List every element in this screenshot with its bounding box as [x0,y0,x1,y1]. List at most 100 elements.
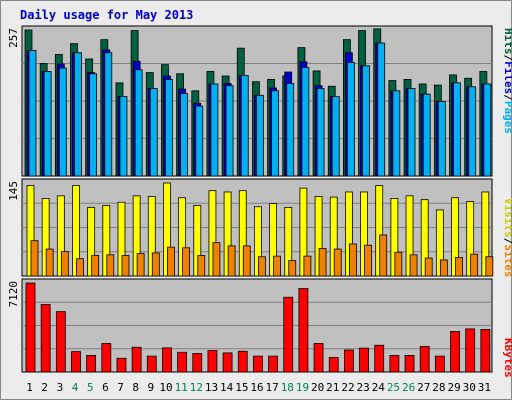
visits-bar [258,256,266,277]
pages-bar [74,52,82,177]
day-label: 7 [117,381,124,394]
visits-bar [394,251,403,277]
pages-bar [240,75,249,177]
pages-bar [422,93,431,177]
sites-bar [360,191,368,277]
sites-bar [284,206,293,277]
visits-bar [60,251,69,277]
sites-bar [72,185,80,277]
kbytes-bar [192,353,203,373]
kbytes-bar [389,354,400,373]
pages-bar [256,94,264,177]
day-label: 20 [311,381,324,394]
visits-bar [76,258,84,277]
kbytes-bar [101,343,112,373]
sites-bar [87,206,96,277]
visits-bar [379,234,388,277]
visits-bar [348,243,357,277]
sites-bar [314,196,323,277]
day-label: 16 [250,381,263,394]
day-label: 24 [372,381,386,394]
kbytes-bar [25,282,36,373]
visits-bar [242,245,251,277]
sites-bar [208,190,217,277]
kbytes-bar [283,296,294,373]
visits-bar [439,259,448,277]
day-label: 18 [281,381,294,394]
pages-bar [225,85,234,177]
visits-bar [227,245,236,277]
visits-bar [136,253,145,277]
sites-bar [299,187,308,277]
kbytes-bar [328,357,339,373]
pages-bar [407,88,416,177]
visits-bar [151,252,160,277]
visits-bar [333,248,342,277]
visits-bar [288,260,297,277]
sites-bar [466,201,475,277]
day-label: 31 [478,381,491,394]
day-label: 8 [132,381,139,394]
kbytes-bar [480,329,491,373]
visits-bar [273,255,281,277]
kbytes-bar [55,311,66,373]
visits-bar [91,255,100,277]
pages-bar [165,79,173,177]
kbytes-bar [298,288,309,373]
sites-bar [420,199,429,277]
sites-bar [132,195,141,277]
sites-bar [254,206,262,277]
visits-panel-legend: Visits/Sites [502,198,512,278]
day-label: 22 [341,381,354,394]
sites-bar [117,201,126,277]
kbytes-bar [434,355,445,373]
day-label: 11 [175,381,188,394]
visits-bar [197,255,206,277]
day-label: 25 [387,381,400,394]
sites-bar [405,195,414,277]
kbytes-bar [450,331,460,373]
sites-bar [26,185,35,277]
day-labels: 1 2 3 4 5 6 7 8 9 10 11 12 13 14 15 16 17 18 19 20 21 22 23 24 2… [26,381,491,394]
pages-bar [316,88,325,177]
day-label: 1 [26,381,33,394]
kbytes-bar [40,304,51,373]
sites-bar [102,205,111,277]
day-label: 19 [296,381,309,394]
legend-separator: / [502,94,512,101]
kbytes-bar [313,343,324,373]
sites-bar [41,197,50,277]
visits-bar [318,248,327,277]
sites-bar [147,196,156,277]
visits-bar [30,240,39,277]
kbytes-bar [207,350,218,373]
kbytes-bar [404,354,415,373]
sites-bar [390,197,399,277]
legend-kbytes: KBytes [502,338,512,378]
pages-bar [271,90,279,177]
legend-separator: / [502,238,512,245]
visits-bar [167,246,175,277]
kbytes-bar [146,355,157,373]
hits-panel-max-label: 257 [7,28,20,48]
visits-bar [485,256,494,277]
visits-bar [45,248,54,277]
kbytes-bar [268,355,278,373]
kbytes-bar [177,351,188,373]
pages-bar [331,96,340,177]
day-label: 6 [102,381,109,394]
kbytes-bar [343,349,354,373]
visits-bar [182,247,191,277]
visits-bar [409,254,418,277]
kbytes-bar [465,328,476,373]
day-label: 12 [190,381,203,394]
kbytes-bar [237,350,248,373]
day-label: 9 [148,381,155,394]
visits-bar [106,254,115,277]
legend-sites: Sites [502,244,512,277]
kbytes-panel-max-label: 7120 [7,281,20,308]
kbytes-bar [116,357,127,373]
day-label: 2 [41,381,48,394]
